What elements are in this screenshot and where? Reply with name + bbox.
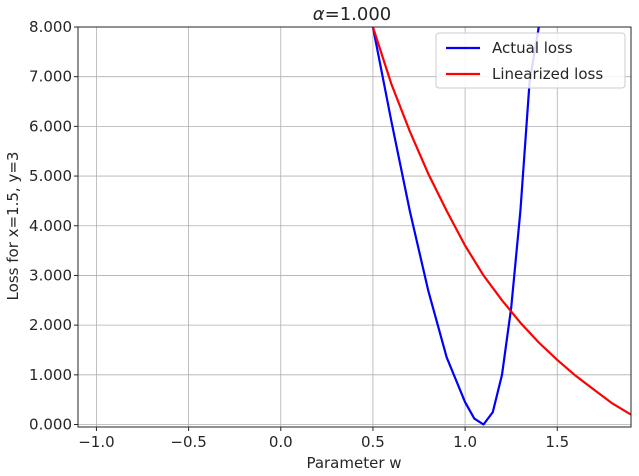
x-axis-label: Parameter w <box>306 454 401 472</box>
y-tick-label: 2.000 <box>29 316 72 334</box>
x-tick-label: 1.0 <box>453 433 477 451</box>
chart-title-alpha: α <box>313 4 325 25</box>
y-tick-label: 0.000 <box>29 416 72 434</box>
chart-title: α=1.000 <box>313 4 392 25</box>
y-tick-label: 8.000 <box>29 18 72 36</box>
x-axis-ticks: −1.0 −0.5 0.0 0.5 1.0 1.5 <box>78 427 569 451</box>
plot-lines <box>371 27 631 426</box>
legend-label: Linearized loss <box>492 65 603 83</box>
plot-frame <box>77 26 632 428</box>
y-tick-label: 5.000 <box>29 167 72 185</box>
chart-title-value: =1.000 <box>325 4 392 25</box>
y-tick-label: 7.000 <box>29 68 72 86</box>
series-line-linearized-loss <box>371 27 631 416</box>
legend-box <box>435 32 626 89</box>
x-tick-label: 0.0 <box>269 433 293 451</box>
y-tick-label: 3.000 <box>29 266 72 284</box>
x-tick-label: 0.5 <box>361 433 385 451</box>
x-tick-label: 1.5 <box>545 433 569 451</box>
x-tick-label: −0.5 <box>170 433 206 451</box>
y-tick-label: 6.000 <box>29 117 72 135</box>
series-line-actual-loss <box>371 27 540 426</box>
y-axis-label: Loss for x=1.5, y=3 <box>4 152 22 301</box>
x-tick-label: −1.0 <box>78 433 114 451</box>
y-tick-label: 4.000 <box>29 217 72 235</box>
y-tick-label: 1.000 <box>29 366 72 384</box>
legend-label: Actual loss <box>492 39 573 57</box>
legend: Actual loss Linearized loss <box>435 32 626 89</box>
y-axis-ticks: 0.000 1.000 2.000 3.000 4.000 5.000 6.000 7.000… <box>29 18 78 434</box>
